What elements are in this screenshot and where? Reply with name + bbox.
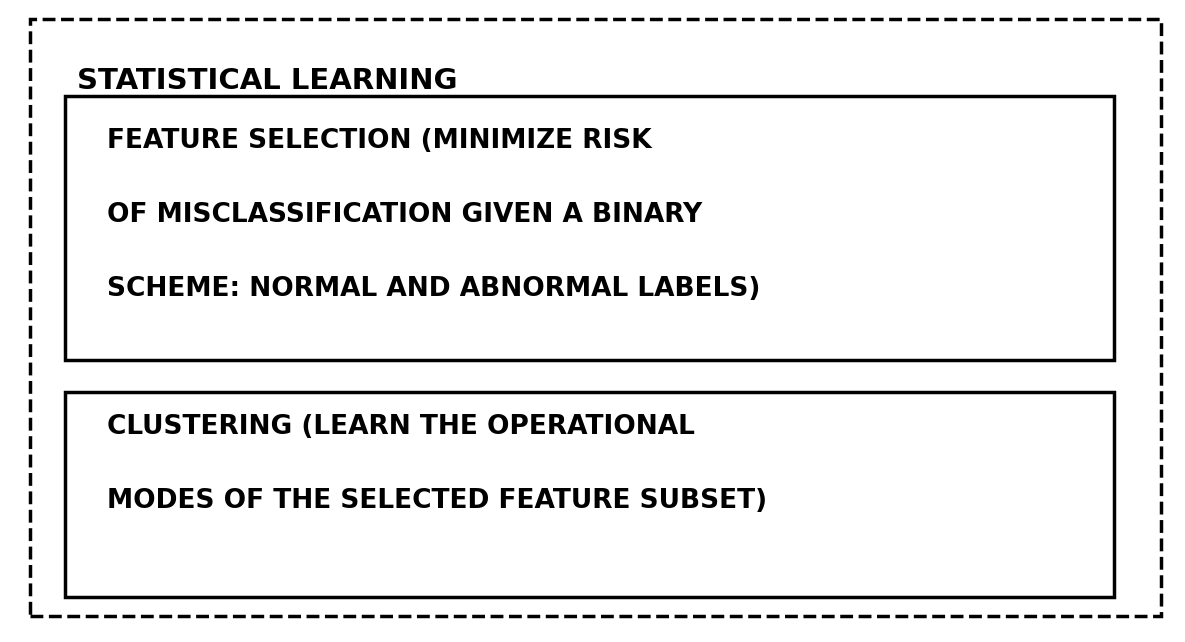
- Bar: [65, 96, 1114, 360]
- Text: CLUSTERING (LEARN THE OPERATIONAL: CLUSTERING (LEARN THE OPERATIONAL: [107, 414, 694, 440]
- Text: MODES OF THE SELECTED FEATURE SUBSET): MODES OF THE SELECTED FEATURE SUBSET): [107, 488, 767, 514]
- Text: STATISTICAL LEARNING: STATISTICAL LEARNING: [77, 67, 457, 96]
- Text: FEATURE SELECTION (MINIMIZE RISK: FEATURE SELECTION (MINIMIZE RISK: [107, 128, 652, 154]
- Text: OF MISCLASSIFICATION GIVEN A BINARY: OF MISCLASSIFICATION GIVEN A BINARY: [107, 202, 702, 228]
- Text: SCHEME: NORMAL AND ABNORMAL LABELS): SCHEME: NORMAL AND ABNORMAL LABELS): [107, 276, 760, 302]
- Bar: [65, 392, 1114, 597]
